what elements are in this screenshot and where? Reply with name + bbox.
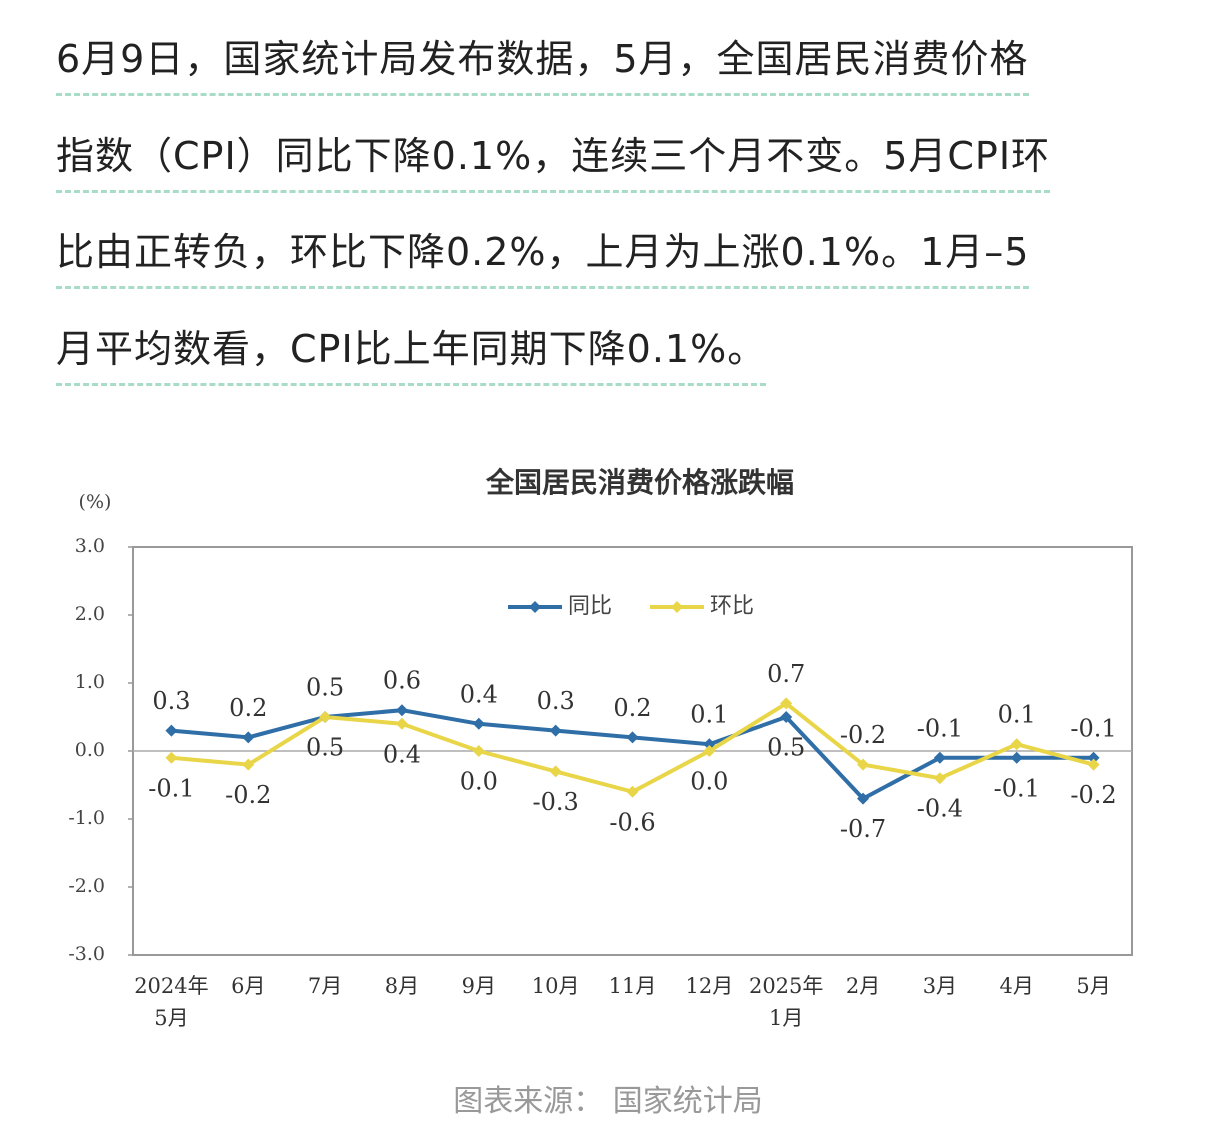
data-label: -0.1 <box>148 774 194 802</box>
data-label: -0.1 <box>1070 714 1116 742</box>
y-tick-label: 2.0 <box>75 603 105 625</box>
data-label: 0.5 <box>306 734 344 762</box>
point-marker <box>703 738 716 751</box>
point-marker <box>703 745 716 757</box>
paragraph-line: 6月9日，国家统计局发布数据，5月，全国居民消费价格 <box>56 28 1029 96</box>
y-tick-label: -1.0 <box>68 807 105 829</box>
paragraph-line: 月平均数看，CPI比上年同期下降0.1%。 <box>56 318 767 386</box>
point-marker <box>626 731 639 744</box>
source: 图表来源： 国家统计局 <box>453 1084 763 1119</box>
data-label: -0.3 <box>533 788 579 816</box>
point-marker <box>165 751 178 764</box>
data-label: 0.4 <box>383 740 421 768</box>
y-tick-label: -3.0 <box>68 943 105 965</box>
y-tick-label: 3.0 <box>75 535 105 557</box>
point-marker <box>780 697 793 710</box>
legend-label: 同比 <box>568 594 612 619</box>
point-marker <box>472 745 485 757</box>
y-tick-label: 0.0 <box>75 739 105 761</box>
point-marker <box>626 785 639 798</box>
data-label: 0.6 <box>383 667 421 695</box>
data-label: -0.1 <box>917 714 963 742</box>
data-label: 0.5 <box>306 674 344 702</box>
point-marker <box>1087 758 1100 771</box>
point-marker <box>395 704 408 717</box>
data-label: -0.2 <box>840 721 886 749</box>
point-marker <box>1010 738 1023 751</box>
x-tick-label: 6月 <box>231 974 266 998</box>
chart-title: 全国居民消费价格涨跌幅 <box>485 466 794 499</box>
point-marker <box>319 711 332 723</box>
point-marker <box>1010 751 1023 764</box>
y-tick-label: 1.0 <box>75 671 105 693</box>
data-label: 0.3 <box>152 687 190 715</box>
y-unit: (%) <box>79 491 112 513</box>
data-label: 0.7 <box>767 660 805 688</box>
point-marker <box>933 772 946 785</box>
x-tick-label: 8月 <box>384 974 420 998</box>
x-tick-label: 11月 <box>608 974 657 998</box>
data-label: -0.4 <box>917 795 963 823</box>
x-tick-label: 3月 <box>922 974 958 998</box>
point-marker <box>857 758 870 771</box>
y-tick-label: -2.0 <box>68 875 105 897</box>
data-label: -0.2 <box>225 781 271 809</box>
point-marker <box>1087 751 1100 764</box>
point-marker <box>242 731 255 744</box>
x-tick-label: 9月 <box>461 974 496 998</box>
point-marker <box>165 724 178 737</box>
data-label: 0.3 <box>537 687 575 715</box>
x-tick-label: 12月 <box>685 974 734 998</box>
legend-label: 环比 <box>710 594 754 619</box>
x-tick-label: 2024年 5月 <box>134 974 209 1030</box>
x-tick-label: 7月 <box>307 974 343 998</box>
point-marker <box>242 758 255 771</box>
point-marker <box>395 717 408 730</box>
point-marker <box>780 711 793 723</box>
legend-marker <box>671 601 683 613</box>
data-label: 0.2 <box>613 694 651 722</box>
data-label: 0.1 <box>998 701 1036 729</box>
data-label: -0.6 <box>609 808 655 836</box>
point-marker <box>549 765 562 778</box>
data-label: 0.5 <box>767 734 805 762</box>
point-marker <box>857 792 870 805</box>
data-label: 0.2 <box>229 694 267 722</box>
data-label: -0.7 <box>840 815 886 843</box>
legend-marker <box>529 601 541 613</box>
point-marker <box>472 717 485 730</box>
x-tick-label: 4月 <box>999 974 1034 998</box>
paragraph-line: 指数（CPI）同比下降0.1%，连续三个月不变。5月CPI环 <box>56 125 1051 193</box>
x-tick-label: 10月 <box>531 974 580 998</box>
data-label: 0.0 <box>460 768 498 796</box>
point-marker <box>549 724 562 737</box>
data-label: 0.4 <box>460 680 498 708</box>
point-marker <box>933 751 946 764</box>
x-tick-label: 2月 <box>845 974 881 998</box>
data-label: -0.2 <box>1070 781 1116 809</box>
data-label: -0.1 <box>994 774 1040 802</box>
paragraph-line: 比由正转负，环比下降0.2%，上月为上涨0.1%。1月–5 <box>56 221 1030 289</box>
x-tick-label: 5月 <box>1076 974 1111 998</box>
data-label: 0.0 <box>690 768 728 796</box>
x-tick-label: 2025年 1月 <box>748 974 824 1030</box>
data-label: 0.1 <box>690 701 728 729</box>
